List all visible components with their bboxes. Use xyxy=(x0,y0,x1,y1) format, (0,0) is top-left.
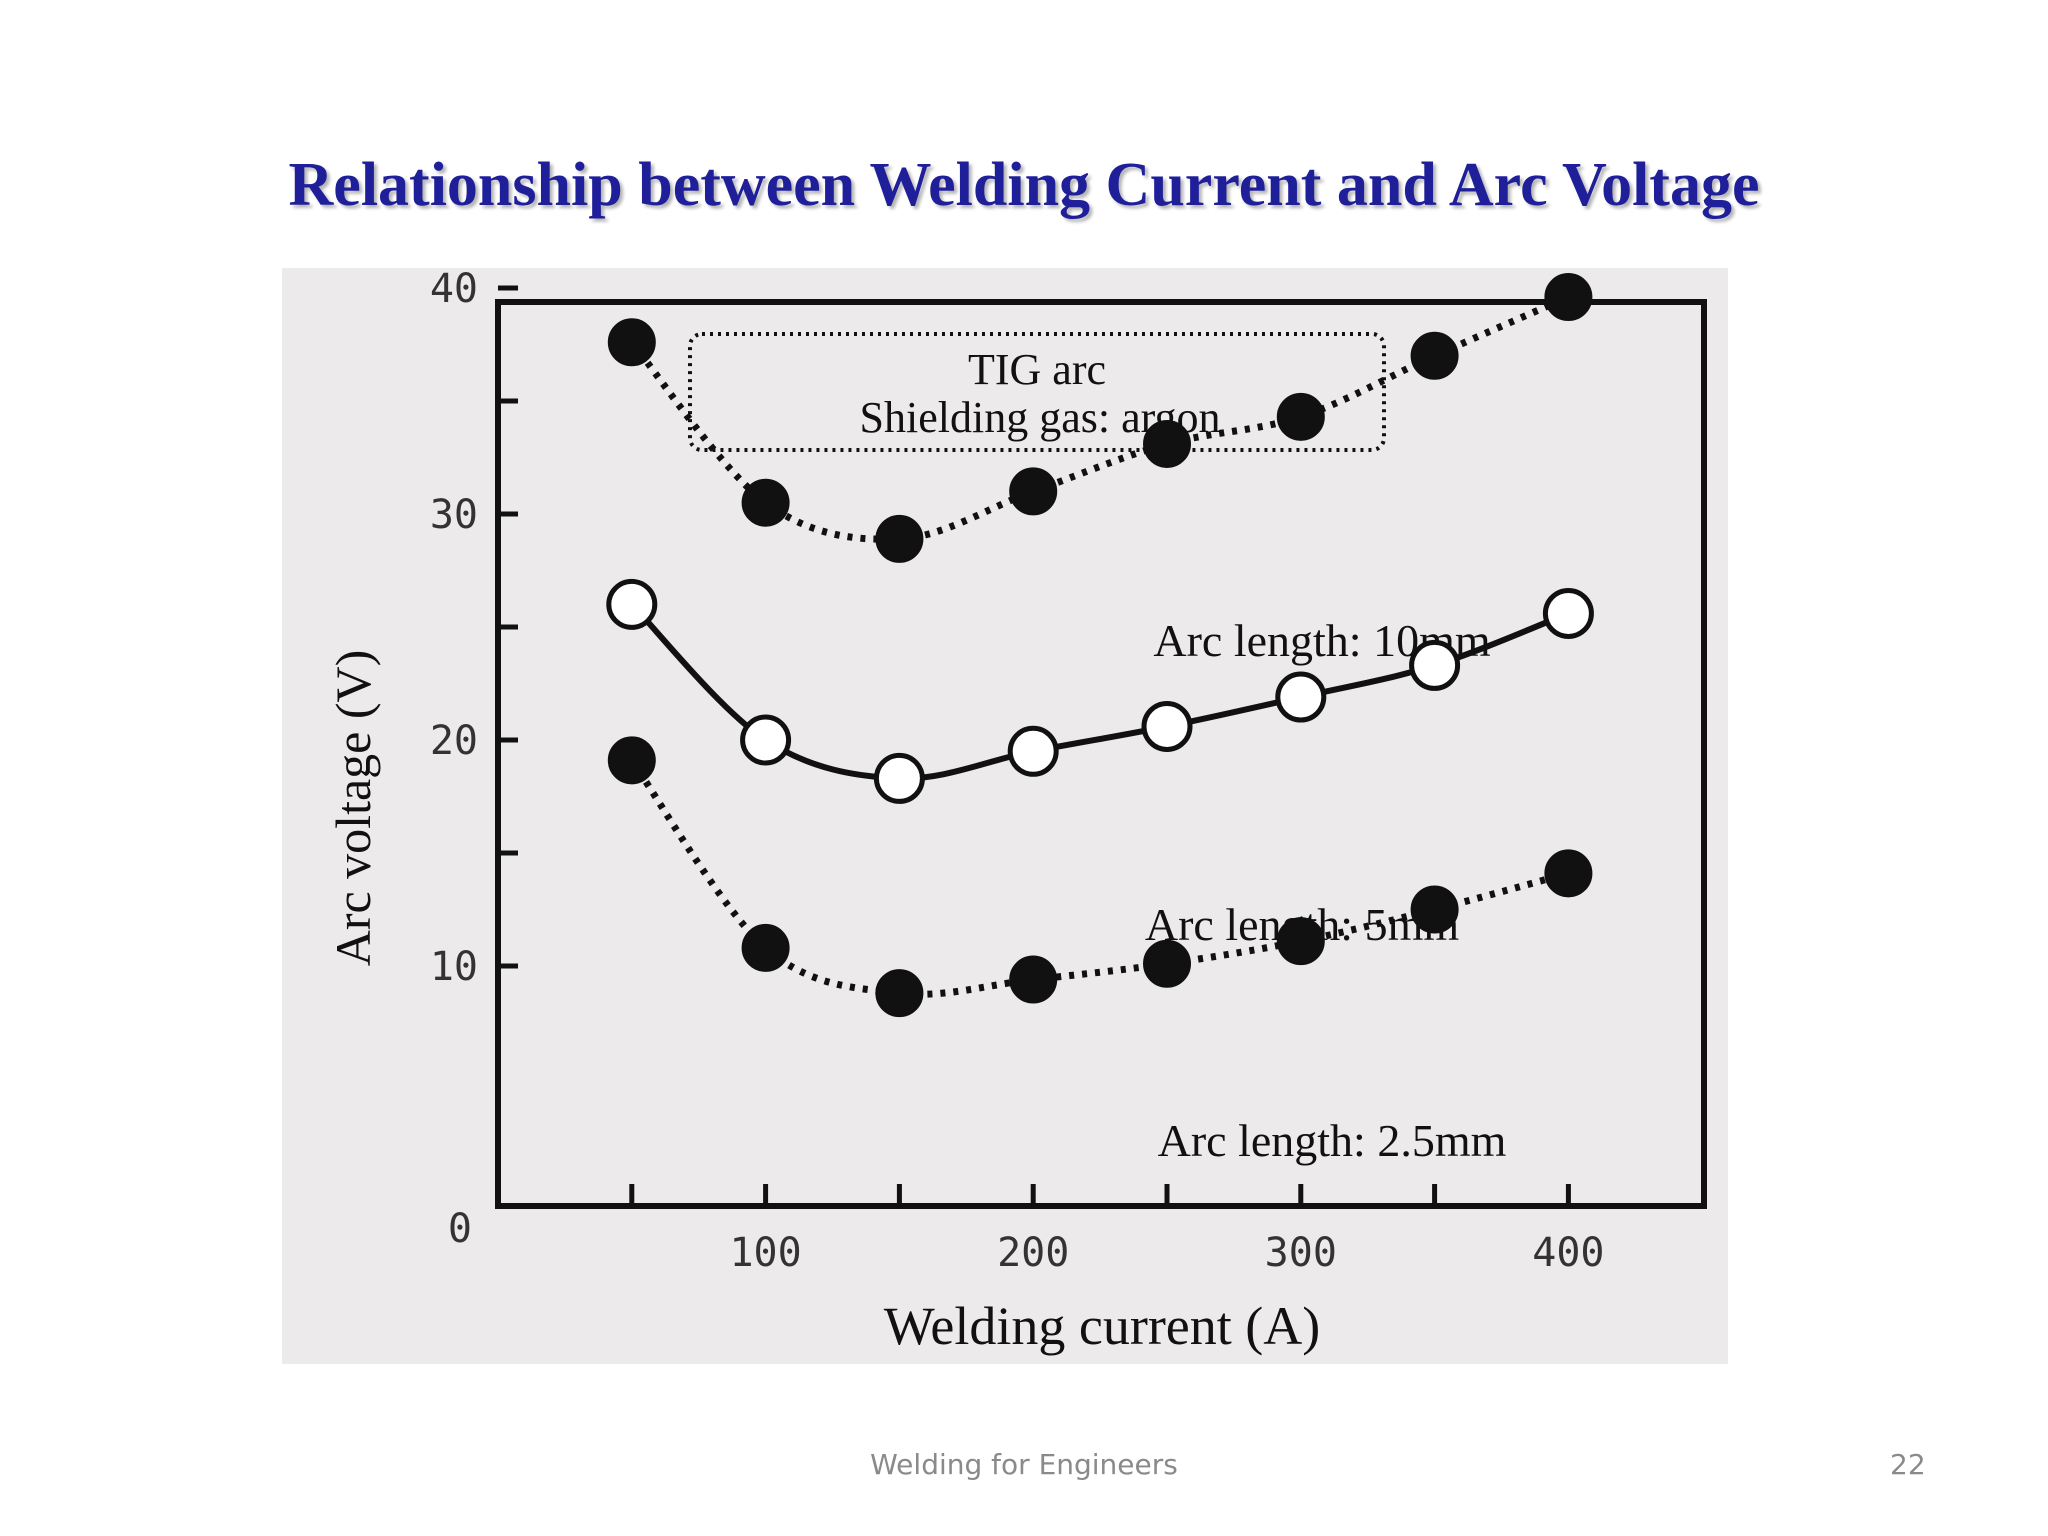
data-point xyxy=(1007,725,1059,777)
annotation-box-line1: TIG arc xyxy=(968,345,1106,394)
series-1: Arc length: 10mm xyxy=(607,273,1593,666)
y-axis-label: Arc voltage (V) xyxy=(325,650,381,967)
data-point xyxy=(1276,917,1325,966)
data-point xyxy=(1141,700,1193,752)
chart-figure: 100 200 300 400 0 10 20 30 40 Arc length: 10mm A… xyxy=(282,268,1728,1364)
x-tick-label: 400 xyxy=(1532,1230,1604,1276)
data-point xyxy=(1410,885,1459,934)
data-point xyxy=(875,969,924,1018)
series-label: Arc length: 2.5mm xyxy=(1158,1115,1507,1166)
y-tick-label: 0 xyxy=(448,1206,472,1252)
y-axis-tick-labels: 0 10 20 30 40 xyxy=(430,268,478,1252)
x-tick-label: 300 xyxy=(1265,1230,1337,1276)
slide-title: Relationship between Welding Current and… xyxy=(288,151,1760,219)
data-point xyxy=(606,578,658,630)
data-point xyxy=(873,752,925,804)
data-point xyxy=(741,478,790,527)
data-point xyxy=(1009,955,1058,1004)
data-point xyxy=(1276,392,1325,441)
data-point xyxy=(1009,467,1058,516)
data-point xyxy=(1143,939,1191,988)
x-axis-ticks xyxy=(629,1184,1571,1206)
data-point xyxy=(1544,849,1593,898)
data-point xyxy=(741,923,790,972)
series-line xyxy=(628,758,1570,998)
data-point xyxy=(1275,671,1327,723)
plot-frame xyxy=(495,299,1707,1209)
data-point xyxy=(1544,273,1593,322)
data-point xyxy=(1410,331,1459,380)
x-axis-label: Welding current (A) xyxy=(884,1296,1320,1356)
data-point xyxy=(1542,587,1594,639)
page-number: 22 xyxy=(1890,1448,1926,1481)
x-tick-label: 100 xyxy=(729,1230,801,1276)
y-tick-label: 30 xyxy=(430,492,478,538)
y-tick-label: 40 xyxy=(430,268,478,312)
x-axis-tick-labels: 100 200 300 400 xyxy=(729,1230,1604,1276)
series-2: Arc length: 5mm xyxy=(606,578,1594,950)
footer-text: Welding for Engineers xyxy=(870,1448,1178,1481)
x-tick-label: 200 xyxy=(997,1230,1069,1276)
y-tick-label: 10 xyxy=(430,944,478,990)
data-point xyxy=(875,514,924,563)
series-3: Arc length: 2.5mm xyxy=(607,736,1593,1166)
data-point xyxy=(607,736,656,785)
data-point xyxy=(740,714,792,766)
y-axis-ticks xyxy=(498,285,518,969)
data-point xyxy=(1143,419,1191,468)
data-point xyxy=(1409,639,1461,691)
annotation-box-line2: Shielding gas: argon xyxy=(860,393,1221,442)
y-tick-label: 20 xyxy=(430,718,478,764)
data-point xyxy=(607,318,656,367)
